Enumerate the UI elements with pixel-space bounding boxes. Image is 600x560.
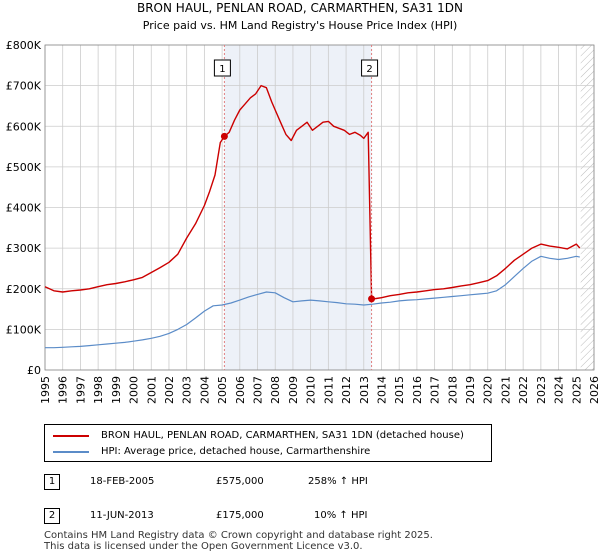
x-tick-label: 2018 <box>446 376 459 404</box>
legend-label-hpi: HPI: Average price, detached house, Carm… <box>101 446 371 457</box>
legend-label-property: BRON HAUL, PENLAN ROAD, CARMARTHEN, SA31… <box>101 430 464 441</box>
footer-line-copyright: Contains HM Land Registry data © Crown c… <box>44 530 433 541</box>
sale-price: £175,000 <box>216 510 264 521</box>
y-tick-label: £400K <box>6 202 42 215</box>
x-tick-label: 2008 <box>269 376 282 404</box>
legend-item-hpi: HPI: Average price, detached house, Carm… <box>53 446 370 458</box>
x-tick-label: 2011 <box>322 376 335 404</box>
x-tick-label: 2004 <box>198 376 211 404</box>
sale-number-badge: 2 <box>44 508 60 524</box>
y-tick-label: £700K <box>6 80 42 93</box>
x-tick-label: 2000 <box>128 376 141 404</box>
x-tick-label: 1999 <box>110 376 123 404</box>
property-price-line <box>44 84 581 300</box>
x-tick-label: 2016 <box>411 376 424 404</box>
x-tick-label: 1997 <box>74 376 87 404</box>
x-tick-label: 1998 <box>92 376 105 404</box>
x-tick-label: 2020 <box>482 376 495 404</box>
x-tick-label: 2013 <box>358 376 371 404</box>
chart-subtitle: Price paid vs. HM Land Registry's House … <box>143 19 458 32</box>
x-tick-label: 2014 <box>375 376 388 404</box>
legend-item-property: BRON HAUL, PENLAN ROAD, CARMARTHEN, SA31… <box>53 430 464 442</box>
y-tick-label: £0 <box>27 364 41 377</box>
plot-frame <box>44 44 595 371</box>
x-tick-label: 2006 <box>234 376 247 404</box>
price-chart: BRON HAUL, PENLAN ROAD, CARMARTHEN, SA31… <box>6 1 600 404</box>
chart-legend: BRON HAUL, PENLAN ROAD, CARMARTHEN, SA31… <box>44 424 492 462</box>
y-tick-label: £500K <box>6 161 42 174</box>
x-tick-label: 2005 <box>216 376 229 404</box>
sale-date: 11-JUN-2013 <box>90 510 154 521</box>
x-tick-label: 2015 <box>393 376 406 404</box>
sale-hpi-change: 258% ↑ HPI <box>308 476 368 487</box>
x-tick-label: 2021 <box>499 376 512 404</box>
sale-marker-label: 1 <box>219 64 225 75</box>
sale-point <box>220 132 228 140</box>
legend-swatch-hpi <box>53 451 89 453</box>
hpi-line <box>45 255 580 349</box>
x-tick-label: 2025 <box>570 376 583 404</box>
y-tick-label: £100K <box>6 323 42 336</box>
x-tick-label: 2023 <box>535 376 548 404</box>
x-tick-label: 2012 <box>340 376 353 404</box>
sale-date: 18-FEB-2005 <box>90 476 155 487</box>
y-tick-label: £800K <box>6 39 42 52</box>
x-tick-label: 2024 <box>553 376 566 404</box>
x-tick-label: 2002 <box>163 376 176 404</box>
x-tick-label: 2026 <box>588 376 600 404</box>
legend-swatch-property <box>53 435 89 437</box>
sale-hpi-change: 10% ↑ HPI <box>314 510 368 521</box>
x-tick-label: 2009 <box>287 376 300 404</box>
y-tick-label: £600K <box>6 120 42 133</box>
sale-number-badge: 1 <box>44 474 60 490</box>
x-tick-label: 2001 <box>145 376 158 404</box>
x-tick-label: 2017 <box>429 376 442 404</box>
x-tick-label: 2003 <box>181 376 194 404</box>
x-tick-label: 2019 <box>464 376 477 404</box>
footer-attribution: Contains HM Land Registry data © Crown c… <box>44 530 433 552</box>
sale-marker-label: 2 <box>366 64 372 75</box>
y-tick-label: £300K <box>6 242 42 255</box>
sale-marker-badge <box>213 59 231 77</box>
y-tick-label: £200K <box>6 283 42 296</box>
sale-marker-badge <box>361 59 379 77</box>
x-tick-label: 2022 <box>517 376 530 404</box>
x-tick-label: 2007 <box>252 376 265 404</box>
x-tick-label: 1996 <box>57 376 70 404</box>
chart-title: BRON HAUL, PENLAN ROAD, CARMARTHEN, SA31… <box>137 1 463 15</box>
x-tick-label: 1995 <box>39 376 52 404</box>
x-tick-label: 2010 <box>305 376 318 404</box>
sale-point <box>368 295 376 303</box>
sale-price: £575,000 <box>216 476 264 487</box>
footer-line-licence: This data is licensed under the Open Gov… <box>44 541 363 552</box>
